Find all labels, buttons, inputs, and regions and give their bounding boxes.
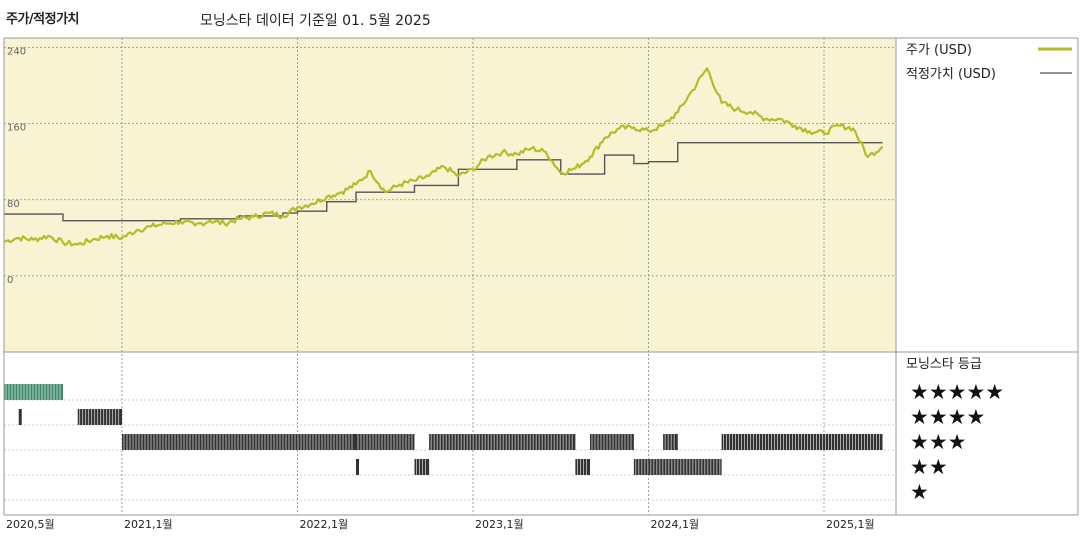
rating-layer bbox=[4, 384, 883, 475]
rating-bar-block bbox=[356, 459, 359, 475]
x-tick-label: 2025,1월 bbox=[826, 518, 875, 531]
y-tick-label: 240 bbox=[7, 47, 26, 58]
rating-bar-block bbox=[122, 434, 356, 450]
x-tick-label: 2023,1월 bbox=[475, 518, 524, 531]
plot-background bbox=[4, 38, 896, 352]
rating-5-stars: ★★★★★ bbox=[910, 380, 1004, 404]
rating-bar-block bbox=[18, 409, 22, 425]
rating-4-stars: ★★★★ bbox=[910, 405, 985, 429]
y-tick-label: 0 bbox=[7, 275, 13, 286]
rating-bar-block bbox=[721, 434, 883, 450]
rating-bar-4-stars bbox=[18, 409, 22, 425]
rating-bar-3-stars bbox=[356, 434, 415, 450]
rating-bar-2-stars bbox=[414, 459, 430, 475]
x-axis-ticks: 2020,5월 2021,1월 2022,1월 2023,1월 2024,1월 2025,… bbox=[6, 518, 875, 531]
rating-bar-3-stars bbox=[590, 434, 634, 450]
y-tick-label: 160 bbox=[7, 123, 26, 134]
x-tick-label: 2024,1월 bbox=[651, 518, 700, 531]
legend-price-label: 주가 (USD) bbox=[906, 43, 972, 58]
rating-3-stars: ★★★ bbox=[910, 430, 966, 454]
rating-bar-3-stars bbox=[429, 434, 576, 450]
rating-bar-2-stars bbox=[575, 459, 590, 475]
rating-2-stars: ★★ bbox=[910, 455, 948, 479]
rating-bar-2-stars bbox=[633, 459, 722, 475]
rating-bar-block bbox=[77, 409, 122, 425]
rating-1-star: ★ bbox=[910, 480, 929, 504]
rating-bar-4-stars bbox=[77, 409, 122, 425]
rating-bar-5-stars bbox=[4, 384, 63, 400]
chart-title: 주가/적정가치 bbox=[6, 12, 80, 27]
rating-bar-block bbox=[429, 434, 576, 450]
rating-bar-3-stars bbox=[122, 434, 356, 450]
x-tick-label: 2022,1월 bbox=[300, 518, 349, 531]
legend-fair-label: 적정가치 (USD) bbox=[906, 67, 996, 82]
rating-bar-block bbox=[590, 434, 634, 450]
rating-title: 모닝스타 등급 bbox=[906, 357, 982, 372]
rating-bar-3-stars bbox=[663, 434, 678, 450]
y-axis-ticks: 0 80 160 240 bbox=[7, 47, 26, 286]
x-tick-label: 2021,1월 bbox=[124, 518, 173, 531]
rating-bar-2-stars bbox=[356, 459, 359, 475]
x-tick-label: 2020,5월 bbox=[6, 518, 55, 531]
y-tick-label: 80 bbox=[7, 199, 20, 210]
price-layer bbox=[3, 67, 884, 247]
rating-bar-3-stars bbox=[721, 434, 883, 450]
price-line bbox=[3, 67, 884, 247]
chart-subtitle: 모닝스타 데이터 기준일 01. 5월 2025 bbox=[200, 13, 431, 29]
